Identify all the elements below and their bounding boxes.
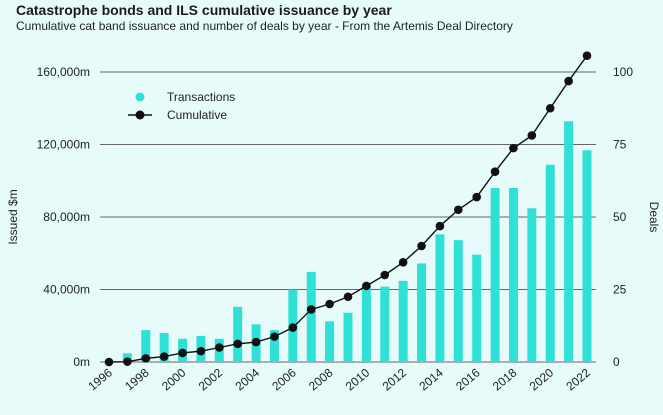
point-cumulative: [564, 76, 573, 86]
x-tick-label: 2008: [306, 365, 336, 393]
point-cumulative: [288, 323, 298, 332]
x-tick-label: 2004: [233, 365, 263, 393]
y-tick-label-right: 25: [613, 283, 627, 297]
y-tick-label-left: 160,000m: [37, 65, 90, 79]
y-tick-label-left: 40,000m: [43, 283, 90, 297]
y-tick-label-left: 80,000m: [43, 210, 90, 224]
point-cumulative: [527, 131, 537, 140]
point-cumulative: [343, 292, 353, 302]
bar-transactions: [435, 234, 445, 362]
legend-cumulative-label: Cumulative: [167, 108, 227, 122]
y-axis-label-left: Issued $m: [6, 189, 20, 244]
bar-transactions: [361, 286, 371, 362]
point-cumulative: [306, 305, 316, 314]
x-tick-label: 2010: [343, 365, 373, 393]
bar-transactions: [325, 321, 335, 362]
bar-transactions: [233, 306, 243, 362]
x-tick-label: 2022: [563, 365, 593, 393]
bar-transactions: [417, 263, 427, 362]
point-cumulative: [472, 192, 481, 202]
bar-transactions: [159, 333, 169, 362]
x-tick-label: 2020: [527, 365, 557, 393]
point-cumulative: [545, 103, 555, 113]
bar-transactions: [527, 208, 537, 362]
x-tick-label: 1998: [122, 365, 152, 393]
point-cumulative: [141, 354, 151, 363]
bar-transactions: [582, 150, 592, 362]
y-tick-label-right: 50: [613, 210, 627, 224]
x-tick-label: 2012: [380, 365, 410, 393]
point-cumulative: [454, 205, 463, 215]
legend-transactions-marker: [135, 92, 145, 102]
bar-transactions: [508, 188, 518, 362]
point-cumulative: [215, 343, 224, 352]
bar-transactions: [380, 286, 390, 362]
point-cumulative: [362, 281, 371, 291]
point-cumulative: [196, 346, 206, 356]
y-tick-label-left: 120,000m: [37, 138, 90, 152]
bar-transactions: [398, 280, 408, 362]
y-tick-label-left: 0m: [73, 355, 90, 369]
point-cumulative: [270, 332, 279, 341]
chart-subtitle: Cumulative cat band issuance and number …: [16, 19, 513, 33]
legend-cumulative-marker: [135, 110, 145, 120]
x-tick-label: 1996: [85, 365, 115, 393]
point-cumulative: [417, 241, 426, 251]
y-tick-label-right: 75: [613, 138, 627, 152]
point-cumulative: [178, 348, 187, 358]
point-cumulative: [509, 143, 518, 153]
bar-transactions: [453, 240, 463, 362]
point-cumulative: [251, 337, 261, 347]
legend-transactions-label: Transactions: [167, 90, 235, 104]
point-cumulative: [325, 299, 334, 309]
bar-transactions: [472, 254, 482, 362]
x-tick-label: 2014: [416, 365, 446, 393]
bar-transactions: [564, 121, 574, 362]
x-tick-label: 2016: [453, 365, 483, 393]
point-cumulative: [123, 357, 132, 366]
y-axis-label-right: Deals: [647, 202, 661, 233]
bar-transactions: [141, 330, 151, 362]
x-tick-label: 2018: [490, 365, 520, 393]
y-tick-label-right: 0: [613, 355, 620, 369]
y-tick-label-right: 100: [613, 65, 633, 79]
bar-transactions: [490, 188, 500, 362]
bar-transactions: [306, 272, 316, 362]
point-cumulative: [380, 270, 390, 280]
chart-title: Catastrophe bonds and ILS cumulative iss…: [16, 2, 392, 18]
point-cumulative: [104, 357, 114, 367]
bar-transactions: [343, 312, 353, 362]
bar-transactions: [269, 330, 279, 362]
x-tick-label: 2000: [159, 365, 189, 393]
x-tick-label: 2002: [196, 365, 226, 393]
point-cumulative: [582, 51, 592, 60]
bar-transactions: [545, 164, 555, 362]
point-cumulative: [490, 167, 500, 176]
point-cumulative: [435, 221, 445, 231]
point-cumulative: [233, 339, 242, 349]
point-cumulative: [398, 258, 408, 267]
point-cumulative: [159, 352, 169, 361]
x-tick-label: 2006: [269, 365, 299, 393]
